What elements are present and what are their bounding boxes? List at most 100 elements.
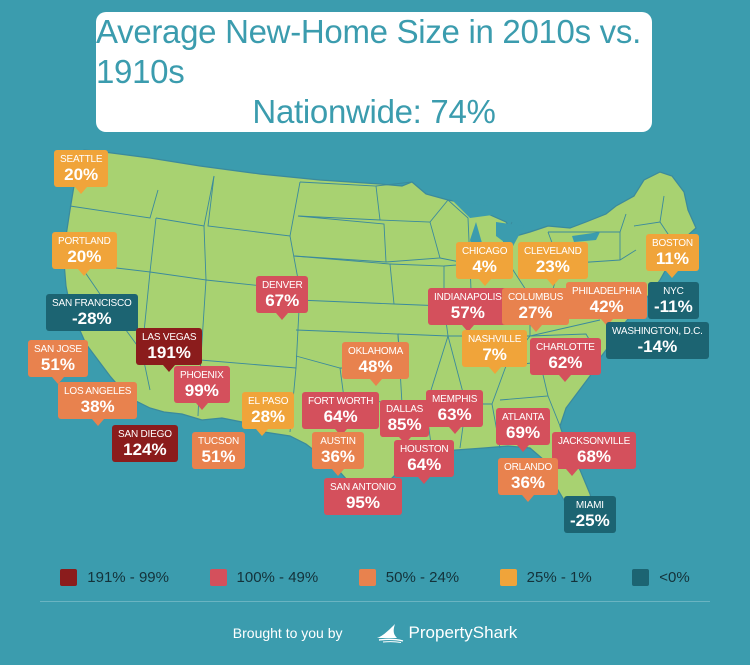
city-value: 36% — [320, 447, 356, 466]
city-callout-seattle: Seattle 20% — [54, 150, 109, 194]
city-callout-san-jose: San Jose 51% — [28, 340, 88, 384]
city-value: 27% — [518, 303, 553, 322]
city-value: -11% — [654, 297, 693, 316]
city-callout-dallas: Dallas 85% — [380, 400, 430, 444]
city-name: Tucson — [198, 436, 240, 447]
city-callout-oklahoma: Oklahoma 48% — [342, 342, 410, 386]
city-name: San Jose — [34, 344, 82, 355]
brand-name: PropertyShark — [408, 623, 518, 642]
city-value: -14% — [637, 337, 678, 356]
city-callout-jacksonville: Jacksonville 68% — [552, 432, 637, 476]
city-name: Jacksonville — [558, 436, 631, 447]
city-value: 57% — [450, 303, 485, 322]
legend-item: 25% - 1% — [499, 568, 592, 586]
city-name: Memphis — [432, 394, 478, 405]
city-value: -25% — [570, 511, 610, 530]
city-value: 64% — [407, 455, 442, 474]
title-line-1: Average New-Home Size in 2010s vs. 1910s — [96, 13, 641, 90]
legend-label: 50% - 24% — [385, 568, 460, 586]
city-value: 67% — [265, 291, 300, 310]
city-name: Fort Worth — [308, 396, 374, 407]
city-callout-miami: Miami -25% — [564, 496, 616, 533]
city-name: Indianapolis — [434, 292, 502, 303]
city-callout-el-paso: El Paso 28% — [242, 392, 295, 436]
legend-label: 191% - 99% — [87, 568, 169, 586]
city-value: 11% — [655, 249, 689, 268]
city-value: 7% — [482, 345, 507, 364]
city-callout-houston: Houston 64% — [394, 440, 455, 484]
city-value: 23% — [535, 257, 570, 276]
city-callout-nyc: NYC -11% — [648, 282, 699, 319]
city-name: Los Angeles — [64, 386, 132, 397]
city-callout-indianapolis: Indianapolis 57% — [428, 288, 508, 332]
city-value: 62% — [548, 353, 583, 372]
legend-label: 25% - 1% — [526, 568, 592, 586]
city-callout-tucson: Tucson 51% — [192, 432, 246, 469]
title-line-2: Nationwide: 74% — [252, 93, 496, 130]
title-box: Average New-Home Size in 2010s vs. 1910s… — [96, 12, 652, 132]
legend-item: 100% - 49% — [209, 568, 319, 586]
city-name: Washington, D.C. — [612, 326, 703, 337]
city-callout-washington-d-c: Washington, D.C. -14% — [606, 322, 709, 359]
legend-label: 100% - 49% — [236, 568, 319, 586]
brought-by-text: Brought to you by — [232, 625, 343, 641]
city-callout-san-antonio: San Antonio 95% — [324, 478, 402, 515]
city-callout-portland: Portland 20% — [52, 232, 117, 276]
city-value: 95% — [345, 493, 380, 512]
city-value: 28% — [251, 407, 286, 426]
city-value: 99% — [184, 381, 219, 400]
city-value: 38% — [80, 397, 115, 416]
city-name: Seattle — [60, 154, 103, 165]
city-callout-charlotte: Charlotte 62% — [530, 338, 601, 382]
city-name: Orlando — [504, 462, 553, 473]
legend-swatch — [358, 568, 376, 586]
city-name: Houston — [400, 444, 449, 455]
city-value: 69% — [506, 423, 541, 442]
city-callout-cleveland: Cleveland 23% — [518, 242, 588, 286]
city-callout-san-diego: San Diego 124% — [112, 425, 178, 462]
legend-swatch — [499, 568, 517, 586]
city-name: Charlotte — [536, 342, 595, 353]
city-value: 68% — [577, 447, 612, 466]
city-callout-los-angeles: Los Angeles 38% — [58, 382, 138, 426]
city-name: Columbus — [508, 292, 564, 303]
city-callout-boston: Boston 11% — [646, 234, 699, 278]
city-value: 191% — [147, 343, 191, 362]
city-value: 85% — [387, 415, 422, 434]
city-callout-nashville: Nashville 7% — [462, 330, 528, 374]
legend-label: <0% — [659, 568, 690, 586]
city-callout-phoenix: Phoenix 99% — [174, 366, 230, 410]
city-callout-atlanta: Atlanta 69% — [496, 408, 551, 452]
footer: Brought to you by PropertyShark — [0, 618, 750, 648]
city-name: Nashville — [468, 334, 522, 345]
footer-divider — [40, 601, 710, 602]
legend: 191% - 99% 100% - 49% 50% - 24% 25% - 1%… — [40, 562, 710, 592]
legend-swatch — [60, 568, 78, 586]
shark-fin-logo-icon — [376, 624, 403, 643]
city-name: Philadelphia — [572, 286, 642, 297]
city-value: -28% — [71, 309, 112, 328]
city-value: 63% — [437, 405, 472, 424]
city-value: 64% — [323, 407, 358, 426]
city-name: Boston — [652, 238, 693, 249]
city-name: Dallas — [386, 404, 424, 415]
city-value: 51% — [201, 447, 236, 466]
legend-item: 191% - 99% — [60, 568, 169, 586]
city-callout-orlando: Orlando 36% — [498, 458, 559, 502]
brand-link[interactable]: PropertyShark — [375, 622, 518, 644]
city-name: San Francisco — [52, 298, 132, 309]
city-name: Las Vegas — [142, 332, 197, 343]
city-name: Denver — [262, 280, 303, 291]
city-value: 124% — [123, 440, 167, 459]
city-name: El Paso — [248, 396, 289, 407]
city-callout-chicago: Chicago 4% — [456, 242, 514, 286]
city-value: 42% — [589, 297, 624, 316]
legend-item: <0% — [632, 568, 690, 586]
city-callout-austin: Austin 36% — [312, 432, 364, 476]
city-callout-fort-worth: Fort Worth 64% — [302, 392, 380, 436]
city-callout-columbus: Columbus 27% — [502, 288, 570, 332]
city-name: San Diego — [118, 429, 172, 440]
city-value: 51% — [40, 355, 75, 374]
city-callout-las-vegas: Las Vegas 191% — [136, 328, 203, 372]
city-value: 48% — [358, 357, 393, 376]
